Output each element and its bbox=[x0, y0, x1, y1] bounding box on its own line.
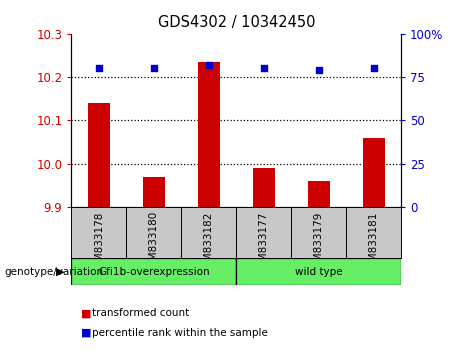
Text: GSM833177: GSM833177 bbox=[259, 211, 269, 275]
Bar bbox=[71, 258, 236, 285]
Point bbox=[150, 65, 158, 71]
Text: GSM833179: GSM833179 bbox=[313, 211, 324, 275]
Text: GSM833181: GSM833181 bbox=[369, 211, 378, 275]
Text: transformed count: transformed count bbox=[92, 308, 189, 318]
Point bbox=[260, 65, 267, 71]
Text: GSM833180: GSM833180 bbox=[149, 211, 159, 274]
Bar bbox=[363, 138, 384, 207]
Text: ▶: ▶ bbox=[56, 267, 64, 277]
Text: Gfi1b-overexpression: Gfi1b-overexpression bbox=[98, 267, 210, 277]
Bar bbox=[181, 207, 236, 258]
Point bbox=[205, 62, 213, 68]
Bar bbox=[346, 207, 401, 258]
Bar bbox=[143, 177, 165, 207]
Bar bbox=[236, 207, 291, 258]
Bar bbox=[253, 168, 275, 207]
Bar bbox=[71, 207, 126, 258]
Text: percentile rank within the sample: percentile rank within the sample bbox=[92, 328, 268, 338]
Bar bbox=[291, 207, 346, 258]
Text: GSM833178: GSM833178 bbox=[94, 211, 104, 275]
Text: GSM833182: GSM833182 bbox=[204, 211, 214, 275]
Title: GDS4302 / 10342450: GDS4302 / 10342450 bbox=[158, 15, 315, 30]
Text: ■: ■ bbox=[81, 328, 91, 338]
Bar bbox=[236, 258, 401, 285]
Bar bbox=[307, 181, 330, 207]
Bar bbox=[88, 103, 110, 207]
Point bbox=[95, 65, 103, 71]
Bar bbox=[126, 207, 181, 258]
Text: ■: ■ bbox=[81, 308, 91, 318]
Text: wild type: wild type bbox=[295, 267, 343, 277]
Text: genotype/variation: genotype/variation bbox=[5, 267, 104, 277]
Point bbox=[315, 67, 322, 73]
Bar bbox=[198, 62, 220, 207]
Point bbox=[370, 65, 377, 71]
